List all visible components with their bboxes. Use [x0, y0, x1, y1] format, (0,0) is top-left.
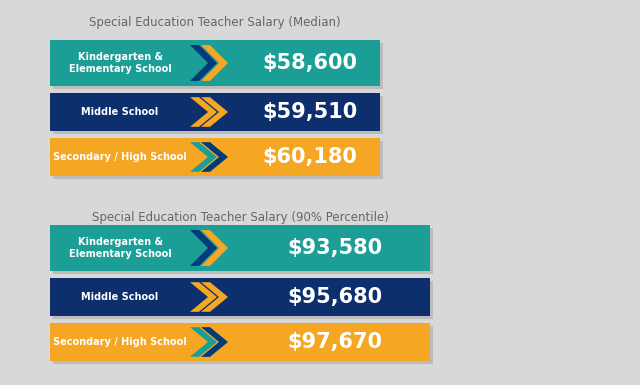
Polygon shape — [190, 230, 217, 266]
Polygon shape — [201, 230, 228, 266]
Text: Kindergarten &
Elementary School: Kindergarten & Elementary School — [68, 52, 172, 74]
Bar — [50, 40, 380, 86]
Bar — [53, 43, 383, 89]
Polygon shape — [190, 327, 217, 357]
Bar — [50, 93, 380, 131]
Bar — [50, 138, 380, 176]
Polygon shape — [190, 142, 217, 172]
Text: $97,670: $97,670 — [287, 332, 382, 352]
Text: Special Education Teacher Salary (Median): Special Education Teacher Salary (Median… — [89, 16, 341, 29]
Bar — [50, 278, 430, 316]
Text: Special Education Teacher Salary (90% Percentile): Special Education Teacher Salary (90% Pe… — [92, 211, 388, 224]
Polygon shape — [190, 97, 217, 127]
Bar — [50, 323, 430, 361]
Polygon shape — [201, 142, 228, 172]
Polygon shape — [201, 327, 228, 357]
Polygon shape — [201, 282, 228, 312]
Polygon shape — [201, 97, 228, 127]
Text: $93,580: $93,580 — [287, 238, 382, 258]
Bar — [53, 141, 383, 179]
Polygon shape — [190, 282, 217, 312]
Text: Secondary / High School: Secondary / High School — [53, 337, 187, 347]
Text: Middle School: Middle School — [81, 292, 159, 302]
Bar — [50, 225, 430, 271]
Text: $60,180: $60,180 — [262, 147, 357, 167]
Text: $59,510: $59,510 — [262, 102, 357, 122]
Text: Middle School: Middle School — [81, 107, 159, 117]
Text: $95,680: $95,680 — [287, 287, 382, 307]
Bar — [53, 281, 433, 319]
Bar — [53, 228, 433, 274]
Polygon shape — [190, 45, 217, 81]
Bar — [53, 326, 433, 364]
Text: $58,600: $58,600 — [262, 53, 357, 73]
Text: Secondary / High School: Secondary / High School — [53, 152, 187, 162]
Bar — [53, 96, 383, 134]
Polygon shape — [201, 45, 228, 81]
Text: Kindergarten &
Elementary School: Kindergarten & Elementary School — [68, 237, 172, 259]
